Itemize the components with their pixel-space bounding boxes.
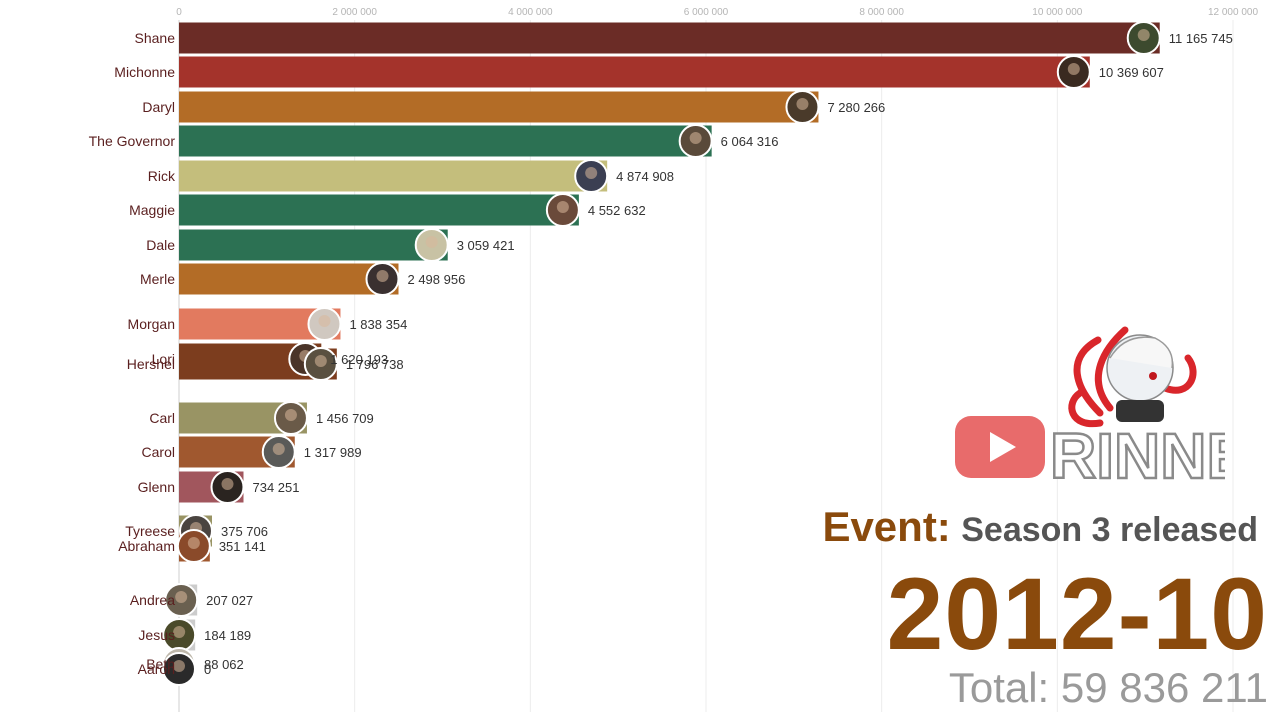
value-label: 1 317 989 (304, 445, 362, 460)
current-date: 2012-10 (886, 557, 1268, 671)
category-label: Michonne (114, 64, 175, 80)
avatar-face-icon (173, 660, 185, 672)
avatars (162, 21, 1161, 686)
avatar-face-icon (318, 315, 331, 327)
value-label: 6 064 316 (721, 134, 779, 149)
category-label: Tyreese (125, 523, 175, 539)
category-label: Shane (135, 30, 176, 46)
bar (179, 263, 399, 295)
x-tick-label: 8 000 000 (859, 7, 904, 18)
category-label: Abraham (118, 538, 175, 554)
avatar-face-icon (556, 201, 569, 213)
category-label: Maggie (129, 202, 175, 218)
event-prefix: Event: (822, 503, 951, 550)
category-label: Daryl (142, 99, 175, 115)
avatar-face-icon (221, 478, 234, 490)
category-label: Beth (146, 656, 175, 672)
value-label: 1 838 354 (349, 317, 407, 332)
avatar-face-icon (314, 355, 327, 367)
category-label: Aaron (138, 661, 175, 677)
value-label: 11 165 745 (1169, 31, 1233, 46)
category-label: Lori (152, 351, 175, 367)
x-tick-label: 10 000 000 (1032, 7, 1082, 18)
value-label: 3 059 421 (457, 238, 515, 253)
avatar-face-icon (689, 132, 702, 144)
category-label: The Governor (89, 133, 176, 149)
event-caption: Event: Season 3 released (822, 503, 1258, 551)
x-tick-label: 4 000 000 (508, 7, 553, 18)
value-label: 4 552 632 (588, 203, 646, 218)
bars (179, 22, 1160, 680)
category-label: Carl (149, 410, 175, 426)
labels: Shane 11 165 745 Michonne 10 369 607 Daryl 7 … (89, 30, 1233, 677)
bar (179, 160, 608, 192)
value-label: 351 141 (219, 539, 266, 554)
logo-tentacles-icon (1068, 326, 1197, 428)
avatar-face-icon (284, 409, 297, 421)
value-label: 7 280 266 (827, 100, 885, 115)
avatar-face-icon (376, 270, 389, 282)
x-tick-label: 6 000 000 (684, 7, 729, 18)
value-label: 207 027 (206, 593, 253, 608)
category-label: Morgan (128, 316, 175, 332)
avatar-face-icon (272, 443, 285, 455)
category-label: Glenn (138, 479, 175, 495)
category-label: Carol (142, 444, 175, 460)
bar (179, 194, 579, 226)
avatar-face-icon (425, 236, 438, 248)
value-label: 734 251 (252, 480, 299, 495)
category-label: Merle (140, 271, 175, 287)
value-label: 1 796 738 (346, 357, 404, 372)
avatar-face-icon (796, 98, 809, 110)
category-label: Rick (148, 168, 176, 184)
value-label: 4 874 908 (616, 169, 674, 184)
value-label: 0 (204, 662, 211, 677)
value-label: 1 456 709 (316, 411, 374, 426)
value-label: 10 369 607 (1099, 65, 1164, 80)
bar (179, 56, 1090, 88)
avatar-face-icon (187, 537, 200, 549)
category-label: Dale (146, 237, 175, 253)
category-label: Jesus (138, 627, 175, 643)
x-tick-label: 2 000 000 (332, 7, 377, 18)
event-text: Season 3 released (961, 511, 1258, 549)
bar (179, 22, 1160, 54)
logo-chibi-icon (1106, 334, 1174, 422)
value-label: 88 062 (204, 657, 244, 672)
x-tick-label: 12 000 000 (1208, 7, 1258, 18)
bar (179, 125, 712, 157)
total-count: Total: 59 836 211 (948, 664, 1268, 711)
category-label: Andrea (130, 592, 175, 608)
value-label: 375 706 (221, 524, 268, 539)
avatar-face-icon (1067, 63, 1080, 75)
bar (179, 229, 448, 261)
avatar-face-icon (585, 167, 598, 179)
value-label: 2 498 956 (407, 272, 465, 287)
avatar-face-icon (175, 591, 188, 603)
avatar-face-icon (1137, 29, 1150, 41)
x-tick-label: 0 (176, 7, 182, 18)
avatar-face-icon (173, 626, 186, 638)
youtube-play-icon (955, 416, 1045, 478)
category-label: Hershel (127, 356, 175, 372)
value-label: 1 620 193 (330, 352, 388, 367)
value-label: 184 189 (204, 628, 251, 643)
bar (179, 91, 819, 123)
